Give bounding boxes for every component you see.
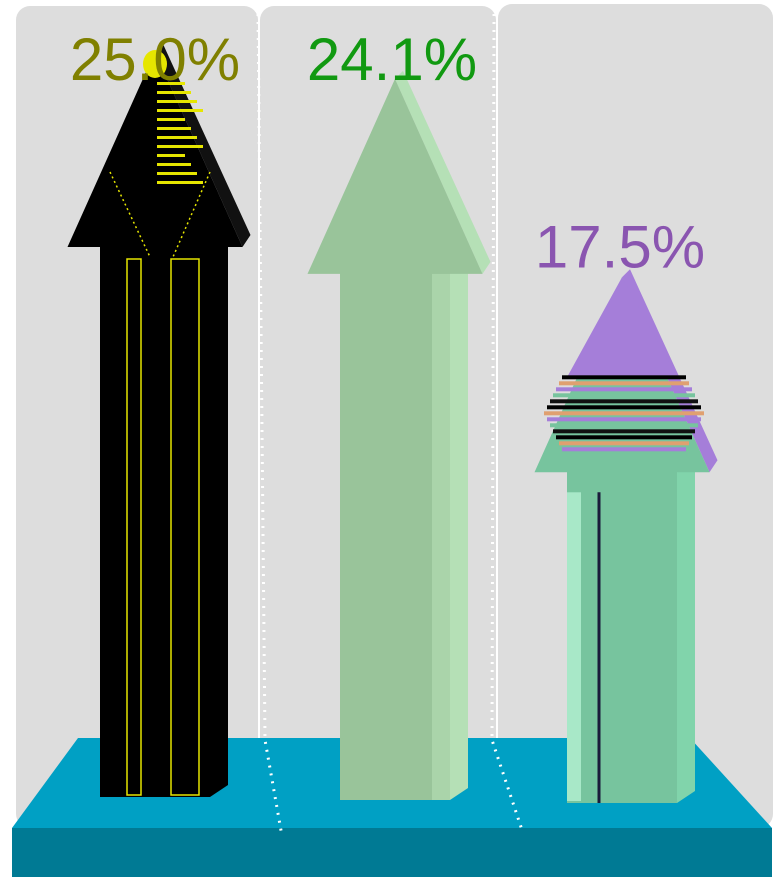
data-label: 25.0% <box>70 26 240 93</box>
data-label: 17.5% <box>535 213 705 280</box>
arrow-mark <box>67 44 251 797</box>
arrow-mark <box>307 70 491 801</box>
data-label: 24.1% <box>307 26 477 93</box>
arrow-mark <box>534 269 718 803</box>
base-platform-front <box>12 828 772 877</box>
